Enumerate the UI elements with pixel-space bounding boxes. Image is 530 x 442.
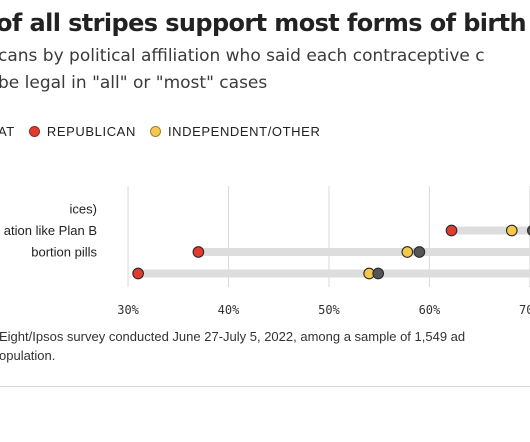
x-tick-label-0: 30% bbox=[117, 303, 139, 317]
footnote-line-2: opulation. bbox=[0, 348, 56, 363]
range-bar-2 bbox=[198, 248, 530, 256]
dot-s0-r1 bbox=[445, 224, 458, 237]
x-tick-label-4: 70% bbox=[519, 303, 530, 317]
dot-s2-r3 bbox=[372, 267, 385, 280]
legend-swatch-independent bbox=[149, 125, 161, 137]
legend-item-democrat: AT bbox=[0, 124, 15, 139]
row-label-1: ation like Plan B bbox=[4, 223, 97, 238]
dot-s0-r2 bbox=[192, 246, 205, 258]
dot-s1-r2 bbox=[401, 246, 414, 258]
range-bar-1 bbox=[451, 226, 530, 235]
chart-title: of all stripes support most forms of bir… bbox=[0, 9, 530, 37]
row-label-2: bortion pills bbox=[31, 245, 97, 260]
dot-plot-chart: 30% 40% 50% 60% 70% ices) ation like Plan B bor… bbox=[4, 186, 530, 317]
x-tick-label-3: 60% bbox=[419, 303, 441, 317]
chart-footnote: Eight/Ipsos survey conducted June 27-Jul… bbox=[0, 327, 530, 365]
dot-s2-r1 bbox=[527, 225, 530, 236]
dot-s0-r3 bbox=[132, 267, 144, 280]
dot-s1-r1 bbox=[505, 224, 518, 237]
legend: AT REPUBLICAN INDEPENDENT/OTHER bbox=[0, 121, 334, 141]
x-tick-label-1: 40% bbox=[218, 303, 240, 317]
row-label-0: ices) bbox=[70, 202, 97, 217]
legend-item-republican: REPUBLICAN bbox=[28, 123, 136, 139]
legend-swatch-republican bbox=[28, 125, 40, 137]
dot-s2-r2 bbox=[413, 246, 426, 258]
chart-subtitle-line-1: cans by political affiliation who said e… bbox=[0, 46, 485, 66]
legend-label-democrat: AT bbox=[0, 123, 15, 139]
footnote-line-1: Eight/Ipsos survey conducted June 27-Jul… bbox=[0, 329, 466, 344]
x-tick-label-2: 50% bbox=[318, 303, 340, 317]
chart-subtitle-line-2: be legal in "all" or "most" cases bbox=[0, 73, 268, 93]
legend-label-independent: INDEPENDENT/OTHER bbox=[167, 123, 321, 139]
legend-label-republican: REPUBLICAN bbox=[46, 123, 136, 139]
bottom-divider bbox=[0, 386, 530, 387]
range-bar-3 bbox=[138, 269, 530, 278]
legend-item-independent: INDEPENDENT/OTHER bbox=[149, 123, 321, 139]
